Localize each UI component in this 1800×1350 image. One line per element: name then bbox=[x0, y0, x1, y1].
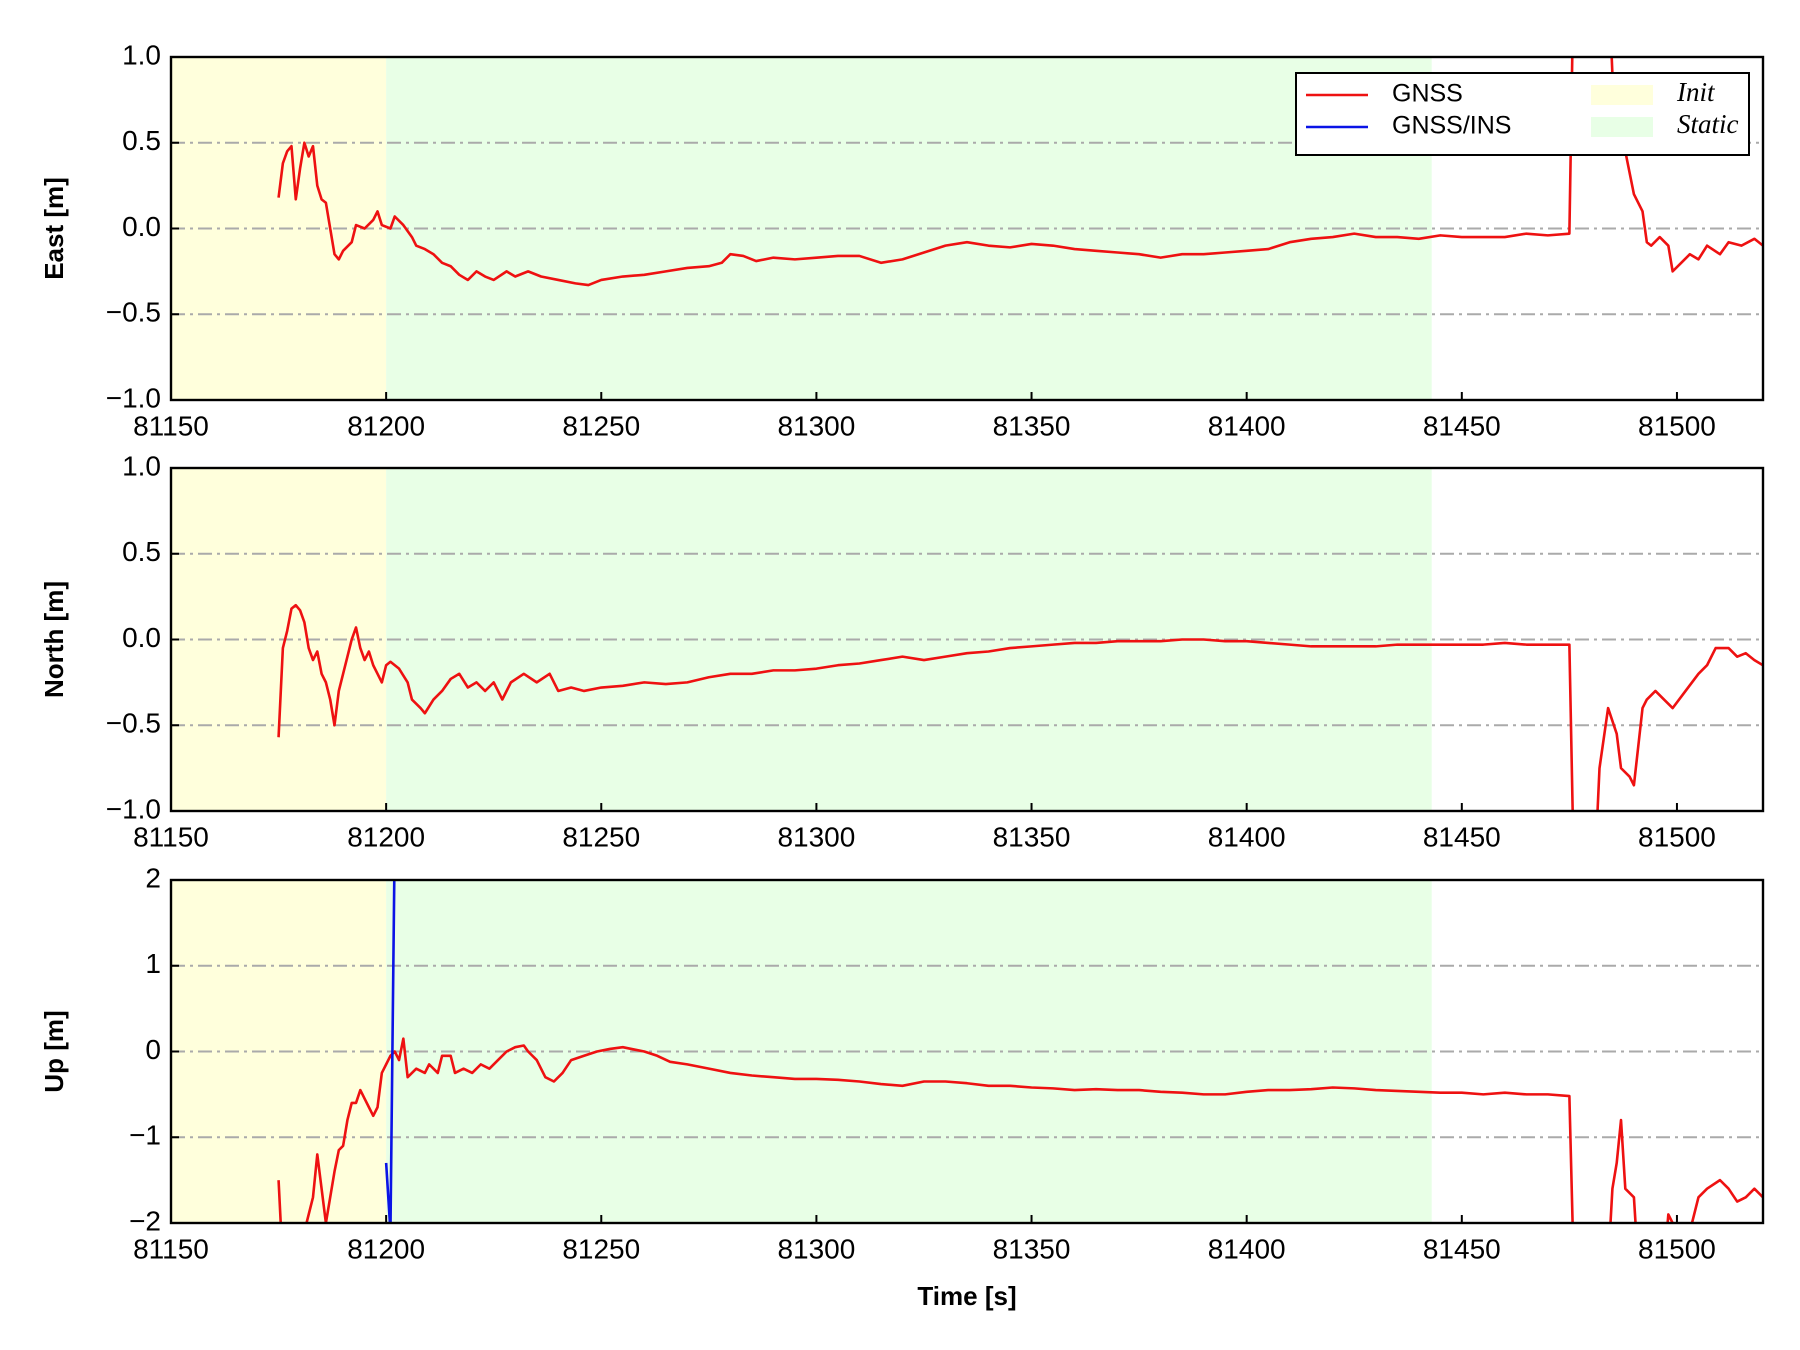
x-tick-label: 81200 bbox=[347, 1233, 425, 1264]
y-tick-label: 0 bbox=[145, 1034, 161, 1065]
x-tick-label: 81350 bbox=[993, 1233, 1071, 1264]
y-tick-label: −2 bbox=[129, 1205, 161, 1236]
x-tick-label: 81450 bbox=[1423, 1233, 1501, 1264]
data-line bbox=[277, 1037, 1763, 1223]
y-axis-label: North [m] bbox=[39, 581, 69, 698]
y-tick-label: −0.5 bbox=[106, 297, 161, 328]
legend-label: GNSS/INS bbox=[1392, 112, 1511, 140]
x-tick-label: 81500 bbox=[1638, 821, 1716, 852]
x-tick-label: 81200 bbox=[347, 410, 425, 441]
x-tick-label: 81350 bbox=[993, 821, 1071, 852]
data-line bbox=[277, 603, 1763, 811]
x-tick-label: 81400 bbox=[1208, 1233, 1286, 1264]
legend-patch bbox=[1591, 85, 1653, 105]
x-tick-label: 81300 bbox=[777, 410, 855, 441]
data-line bbox=[277, 57, 1763, 287]
plot-frame bbox=[169, 55, 1765, 402]
y-tick-label: −1 bbox=[129, 1120, 161, 1151]
y-tick-label: 1 bbox=[145, 948, 161, 979]
legend-box bbox=[1295, 72, 1750, 156]
y-axis-label: Up [m] bbox=[39, 1010, 69, 1092]
x-tick-label: 81300 bbox=[777, 1233, 855, 1264]
x-tick-label: 81250 bbox=[562, 410, 640, 441]
x-tick-label: 81150 bbox=[133, 410, 209, 441]
y-tick-label: 0.0 bbox=[122, 622, 161, 653]
y-tick-label: 0.5 bbox=[122, 125, 161, 156]
y-axis-label: East [m] bbox=[39, 177, 69, 280]
y-tick-label: 0.5 bbox=[122, 536, 161, 567]
y-tick-label: 0.0 bbox=[122, 211, 161, 242]
y-tick-label: 1.0 bbox=[122, 39, 161, 70]
legend-label: Static bbox=[1677, 109, 1739, 139]
x-tick-label: 81400 bbox=[1208, 821, 1286, 852]
y-tick-label: −1.0 bbox=[106, 382, 161, 413]
plot-frame bbox=[169, 466, 1765, 813]
x-tick-label: 81250 bbox=[562, 1233, 640, 1264]
x-tick-label: 81500 bbox=[1638, 410, 1716, 441]
y-tick-label: −1.0 bbox=[106, 793, 161, 824]
x-axis-label: Time [s] bbox=[917, 1281, 1016, 1311]
legend-label: Init bbox=[1676, 77, 1716, 107]
data-line bbox=[384, 880, 396, 1223]
x-tick-label: 81150 bbox=[133, 821, 209, 852]
legend-label: GNSS bbox=[1392, 80, 1463, 108]
y-tick-label: −0.5 bbox=[106, 708, 161, 739]
x-tick-label: 81500 bbox=[1638, 1233, 1716, 1264]
y-tick-label: 2 bbox=[145, 862, 161, 893]
x-tick-label: 81200 bbox=[347, 821, 425, 852]
y-tick-label: 1.0 bbox=[122, 450, 161, 481]
x-tick-label: 81400 bbox=[1208, 410, 1286, 441]
x-tick-label: 81300 bbox=[777, 821, 855, 852]
x-tick-label: 81250 bbox=[562, 821, 640, 852]
x-tick-label: 81450 bbox=[1423, 821, 1501, 852]
x-tick-label: 81150 bbox=[133, 1233, 209, 1264]
x-tick-label: 81450 bbox=[1423, 410, 1501, 441]
plot-frame bbox=[169, 878, 1765, 1225]
legend-patch bbox=[1591, 117, 1653, 137]
x-tick-label: 81350 bbox=[993, 410, 1071, 441]
